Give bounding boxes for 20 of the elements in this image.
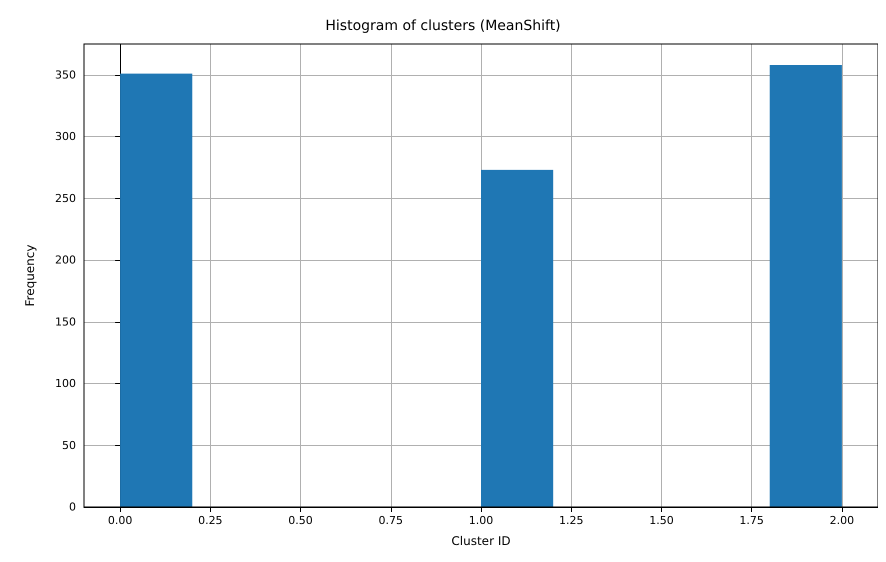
x-axis-title: Cluster ID xyxy=(451,534,511,548)
y-tick-label: 350 xyxy=(55,68,76,82)
y-tick-label: 50 xyxy=(62,438,76,452)
x-tick-label: 0.00 xyxy=(108,514,132,527)
y-axis-title: Frequency xyxy=(23,244,37,306)
y-tick-label: 200 xyxy=(55,254,76,267)
x-tick-label: 1.50 xyxy=(649,514,674,527)
y-tick-label: 300 xyxy=(55,130,76,144)
x-tick-label: 1.25 xyxy=(558,514,584,527)
x-tick-label: 1.75 xyxy=(739,514,764,527)
x-tick-label: 0.50 xyxy=(288,514,313,527)
x-tick-label: 0.75 xyxy=(378,514,404,527)
y-tick-label: 150 xyxy=(55,315,76,328)
x-tick-label: 1.00 xyxy=(468,514,494,527)
chart-title: Histogram of clusters (MeanShift) xyxy=(325,18,561,34)
y-tick-label: 250 xyxy=(55,192,76,205)
x-tick-label: 0.25 xyxy=(198,514,223,527)
y-tick-label: 0 xyxy=(69,500,76,514)
x-tick-label: 2.00 xyxy=(830,514,854,527)
y-tick-label: 100 xyxy=(55,377,76,390)
